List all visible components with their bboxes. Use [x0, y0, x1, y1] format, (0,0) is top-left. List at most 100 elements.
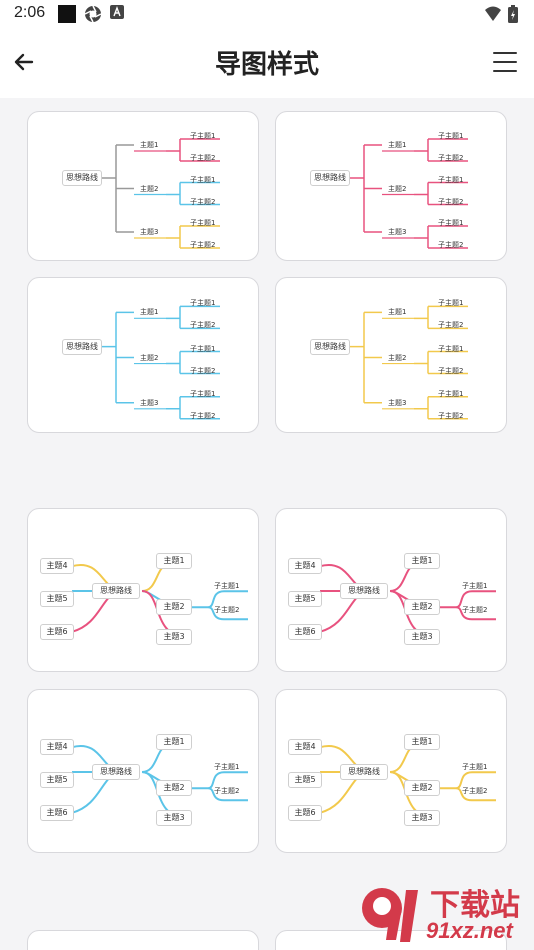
- subtopic-node: 子主题1: [190, 132, 216, 140]
- topic-node: 主题2: [140, 353, 159, 362]
- subtopic-node: 子主题2: [190, 321, 216, 330]
- app-bar: 导图样式: [0, 28, 534, 98]
- subtopic-node: 子主题1: [214, 763, 240, 772]
- style-card-3[interactable]: 思想路线 主题1 子主题1 子主题2 主题2 子主题1 子主题2 主题3 子主题1 子主题2: [27, 277, 259, 433]
- root-node: 思想路线: [340, 583, 388, 599]
- wifi-icon: [485, 6, 501, 21]
- menu-icon[interactable]: [492, 50, 518, 74]
- topic-node: 主题6: [288, 623, 322, 640]
- topic-node: 主题2: [156, 599, 192, 616]
- aperture-icon: [84, 5, 102, 23]
- topic-node: 主题1: [404, 553, 440, 570]
- watermark-logo: [362, 888, 418, 942]
- subtopic-node: 子主题2: [214, 787, 240, 796]
- topic-node: 主题1: [140, 308, 159, 317]
- page-title: 导图样式: [214, 50, 319, 80]
- subtopic-node: 子主题1: [438, 132, 464, 140]
- subtopic-node: 子主题2: [438, 154, 464, 162]
- topic-node: 主题6: [40, 623, 74, 640]
- subtopic-node: 子主题2: [438, 197, 464, 206]
- topic-node: 主题3: [388, 228, 407, 236]
- back-arrow-icon[interactable]: [10, 48, 38, 76]
- root-node: 思想路线: [62, 170, 102, 186]
- subtopic-node: 子主题1: [438, 175, 464, 184]
- subtopic-node: 子主题2: [462, 787, 488, 796]
- topic-node: 主题3: [404, 628, 440, 645]
- subtopic-node: 子主题1: [190, 344, 216, 353]
- subtopic-node: 子主题1: [438, 389, 464, 398]
- style-grid: 思想路线 主题1 子主题1 子主题2 主题2 子主题1 子主题2 主题3 子主题1 子主题2 思想路…: [0, 98, 534, 950]
- watermark: 下载站 91xz.net: [360, 878, 530, 948]
- topic-node: 主题6: [40, 804, 74, 821]
- topic-node: 主题4: [288, 739, 322, 756]
- subtopic-node: 子主题2: [214, 606, 240, 615]
- style-card-6[interactable]: 思想路线 主题4 主题5 主题6 主题1 主题2 主题3 子主题1 子主题2: [275, 508, 507, 672]
- topic-node: 主题2: [388, 184, 407, 193]
- topic-node: 主题1: [156, 553, 192, 570]
- watermark-text: 下载站: [430, 888, 520, 923]
- root-node: 思想路线: [310, 170, 350, 186]
- subtopic-node: 子主题1: [190, 389, 216, 398]
- topic-node: 主题3: [404, 809, 440, 826]
- root-node: 思想路线: [62, 338, 102, 355]
- topic-node: 主题1: [388, 308, 407, 317]
- topic-node: 主题6: [288, 804, 322, 821]
- subtopic-node: 子主题2: [438, 366, 464, 375]
- topic-node: 主题1: [140, 141, 159, 149]
- subtopic-node: 子主题1: [438, 344, 464, 353]
- topic-node: 主题5: [40, 591, 74, 607]
- topic-node: 主题3: [140, 228, 159, 236]
- style-card-7[interactable]: 思想路线 主题4 主题5 主题6 主题1 主题2 主题3 子主题1 子主题2: [27, 689, 259, 853]
- subtopic-node: 子主题2: [190, 154, 216, 162]
- subtopic-node: 子主题2: [190, 411, 216, 420]
- subtopic-node: 子主题2: [190, 197, 216, 206]
- subtopic-node: 子主题2: [190, 241, 216, 249]
- topic-node: 主题5: [288, 591, 322, 607]
- topic-node: 主题2: [404, 780, 440, 797]
- style-card-2[interactable]: 思想路线 主题1 子主题1 子主题2 主题2 子主题1 子主题2 主题3 子主题1 子主题2: [275, 111, 507, 261]
- tree-connectors: [350, 138, 468, 249]
- style-card-1[interactable]: 思想路线 主题1 子主题1 子主题2 主题2 子主题1 子主题2 主题3 子主题1 子主题2: [27, 111, 259, 261]
- style-card-partial[interactable]: [27, 930, 259, 950]
- topic-node: 主题5: [288, 772, 322, 788]
- style-card-4[interactable]: 思想路线 主题1 子主题1 子主题2 主题2 子主题1 子主题2 主题3 子主题1 子主题2: [275, 277, 507, 433]
- style-card-5[interactable]: 思想路线 主题4 主题5 主题6 主题1 主题2 主题3 子主题1 子主题2: [27, 508, 259, 672]
- subtopic-node: 子主题2: [190, 366, 216, 375]
- topic-node: 主题2: [140, 184, 159, 193]
- subtopic-node: 子主题2: [438, 241, 464, 249]
- topic-node: 主题3: [156, 809, 192, 826]
- watermark-url: 91xz.net: [426, 918, 513, 943]
- subtopic-node: 子主题2: [438, 411, 464, 420]
- subtopic-node: 子主题1: [438, 219, 464, 227]
- topic-node: 主题1: [388, 141, 407, 149]
- topic-node: 主题3: [140, 398, 159, 407]
- topic-node: 主题2: [388, 353, 407, 362]
- subtopic-node: 子主题1: [462, 763, 488, 772]
- subtopic-node: 子主题1: [190, 219, 216, 227]
- root-node: 思想路线: [92, 583, 140, 599]
- tree-connectors: [350, 305, 468, 420]
- notification-square-icon: [58, 5, 76, 23]
- subtopic-node: 子主题1: [190, 175, 216, 184]
- tree-connectors: [102, 138, 220, 249]
- topic-node: 主题4: [40, 739, 74, 756]
- topic-node: 主题4: [40, 558, 74, 575]
- topic-node: 主题2: [404, 599, 440, 616]
- topic-node: 主题4: [288, 558, 322, 575]
- tree-connectors: [102, 305, 220, 420]
- root-node: 思想路线: [310, 338, 350, 355]
- topic-node: 主题5: [40, 772, 74, 788]
- style-card-8[interactable]: 思想路线 主题4 主题5 主题6 主题1 主题2 主题3 子主题1 子主题2: [275, 689, 507, 853]
- status-bar: 2:06: [0, 0, 534, 28]
- topic-node: 主题3: [156, 628, 192, 645]
- battery-charging-icon: [508, 5, 518, 23]
- text-a-icon: [110, 5, 124, 19]
- root-node: 思想路线: [340, 764, 388, 780]
- topic-node: 主题1: [404, 734, 440, 751]
- subtopic-node: 子主题1: [214, 582, 240, 591]
- subtopic-node: 子主题1: [438, 299, 464, 308]
- subtopic-node: 子主题1: [462, 582, 488, 591]
- subtopic-node: 子主题2: [462, 606, 488, 615]
- subtopic-node: 子主题2: [438, 321, 464, 330]
- topic-node: 主题3: [388, 398, 407, 407]
